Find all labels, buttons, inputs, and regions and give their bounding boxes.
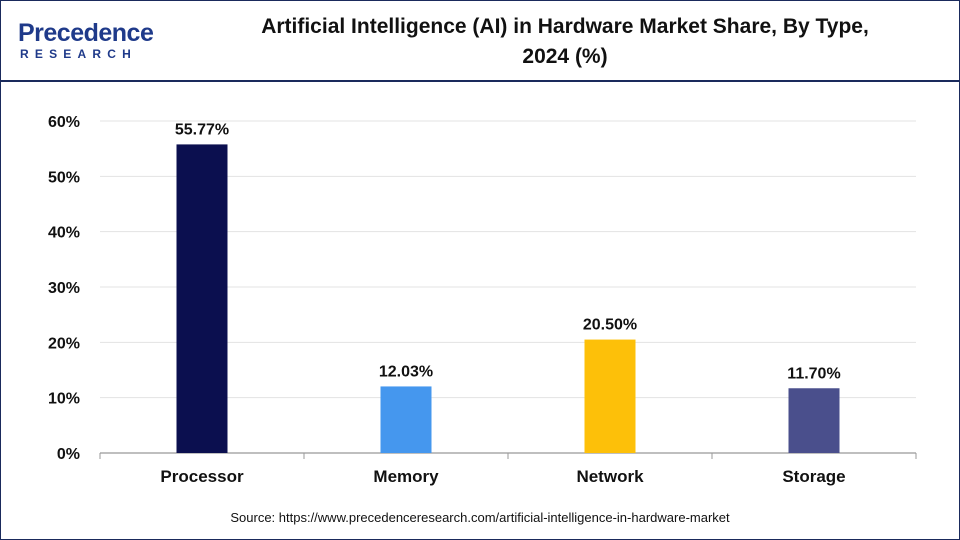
bar-processor (176, 144, 228, 453)
x-tick-label: Memory (373, 467, 439, 486)
chart-title: Artificial Intelligence (AI) in Hardware… (261, 15, 869, 68)
y-tick-label: 20% (48, 335, 80, 352)
bar-network (584, 339, 636, 453)
y-tick-label: 0% (57, 446, 80, 463)
y-tick-label: 10% (48, 391, 80, 408)
precedence-research-logo: Precedence RESEARCH (18, 20, 168, 64)
logo-subtitle: RESEARCH (20, 47, 137, 61)
y-tick-label: 60% (48, 114, 80, 131)
data-label: 11.70% (787, 365, 840, 382)
bar-storage (788, 388, 840, 453)
x-tick-label: Storage (782, 467, 845, 486)
y-tick-label: 40% (48, 225, 80, 242)
bar-chart: 0% 10% 20% 30% 40% 50% 60% 55.77% Processor 12.03… (48, 114, 917, 486)
header: Precedence RESEARCH Artificial Intellige… (0, 0, 960, 82)
y-tick-label: 50% (48, 169, 80, 186)
x-tick-label: Network (576, 467, 644, 486)
x-tick-label: Processor (160, 467, 244, 486)
y-tick-label: 30% (48, 280, 80, 297)
data-label: 20.50% (583, 317, 637, 334)
logo-wordmark: Precedence (18, 19, 154, 47)
data-label: 12.03% (379, 363, 433, 380)
bar-memory (380, 386, 432, 453)
source-note: Source: https://www.precedenceresearch.c… (230, 510, 730, 525)
data-label: 55.77% (175, 121, 229, 138)
